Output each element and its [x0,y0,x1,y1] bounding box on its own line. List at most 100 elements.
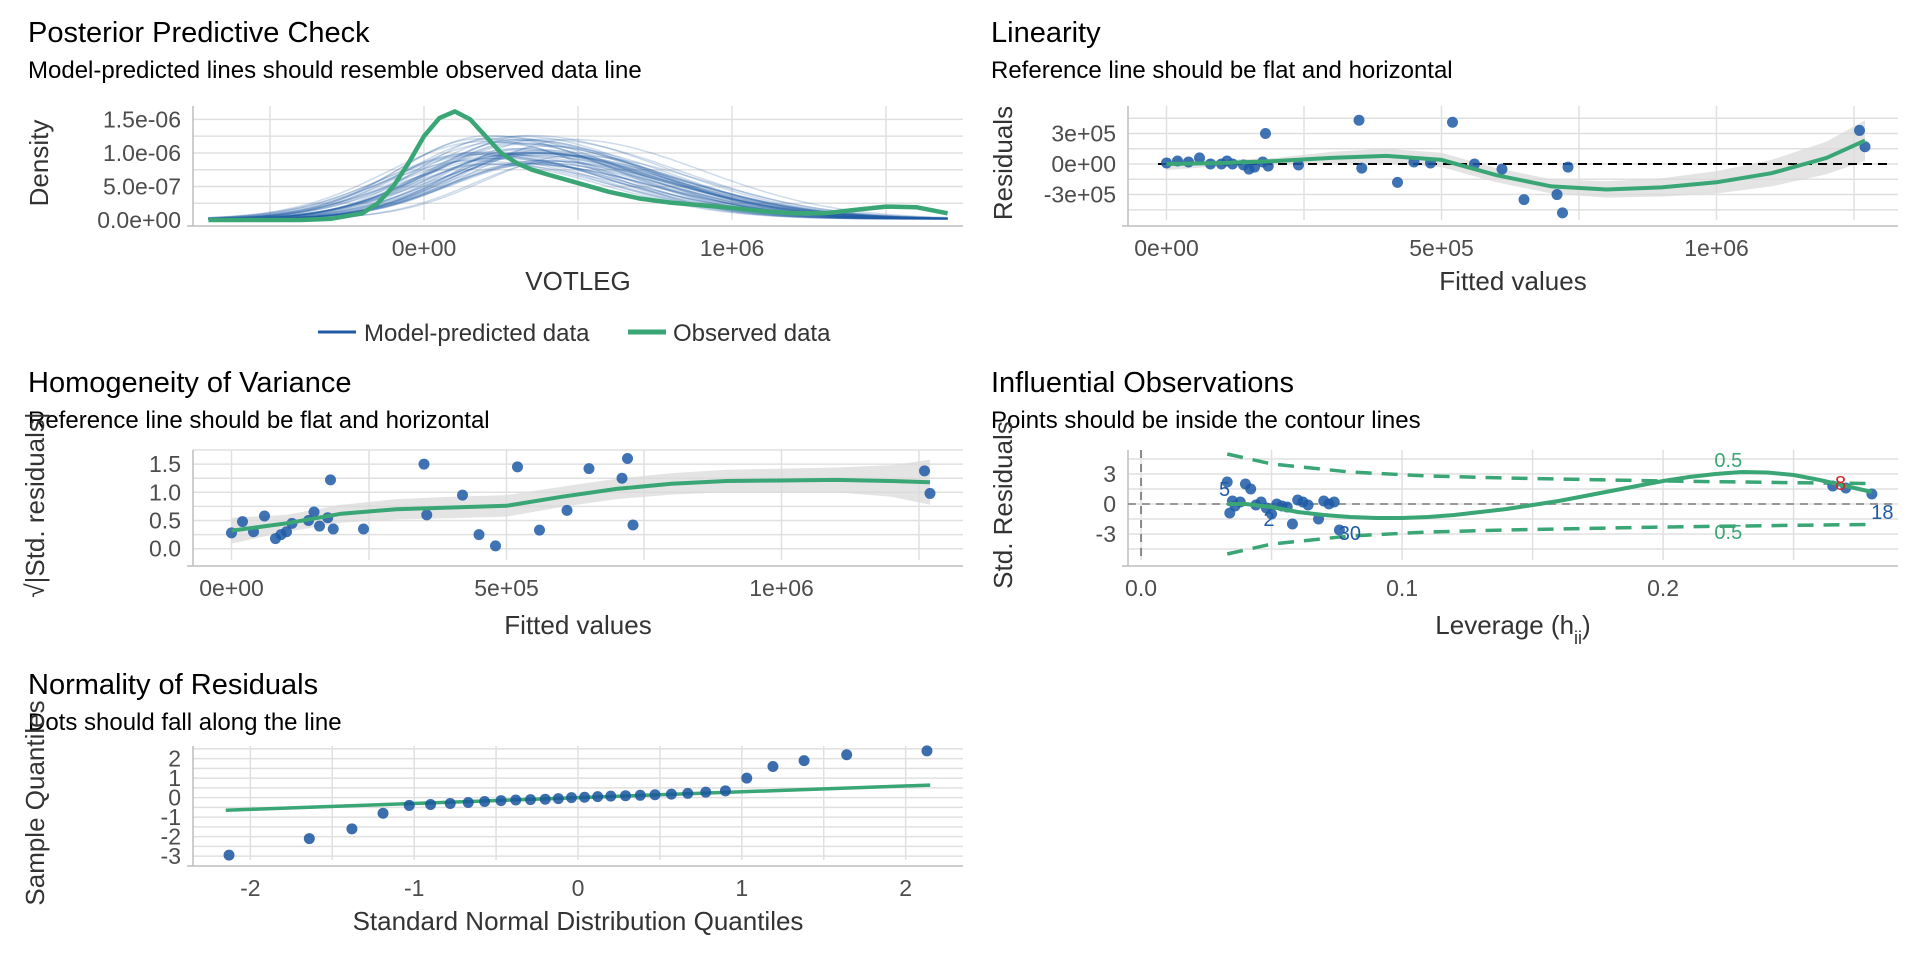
influential-x-axis-label: Leverage (hii) [1435,610,1590,648]
normality-point [223,849,235,861]
homogeneity-x-axis-label: Fitted values [504,610,651,640]
ppc-subtitle: Model-predicted lines should resemble ob… [28,57,642,84]
influential-contour-label: 0.5 [1714,522,1742,544]
linearity-y-tick-label: 0e+00 [1051,151,1116,177]
homogeneity-point [281,526,292,538]
linearity-point [1194,152,1205,164]
normality-point [921,745,933,757]
panel-homogeneity: Homogeneity of Variance Reference line sh… [20,367,963,640]
homogeneity-point [421,509,433,521]
influential-point [1328,496,1340,508]
ppc-predicted-line [208,135,948,220]
normality-point [495,795,507,807]
homogeneity-point [308,506,320,518]
influential-smooth-line [1227,469,1873,520]
influential-contour-lower [1226,522,1872,556]
normality-point [510,794,522,806]
homogeneity-point [622,452,633,464]
normality-y-tick-label: 2 [168,746,181,772]
ppc-predicted-line [208,134,948,220]
ppc-predicted-line [208,137,948,220]
homogeneity-point [314,520,325,532]
normality-x-tick-label: 0 [572,875,585,901]
normality-x-axis-label: Standard Normal Distribution Quantiles [353,906,804,936]
linearity-point [1260,127,1271,139]
ppc-predicted-line [208,153,948,220]
ppc-observed-line [208,109,949,223]
influential-point-label: 18 [1871,502,1893,524]
linearity-point [1356,162,1368,174]
panel-linearity: Linearity Reference line should be flat a… [988,17,1898,296]
normality-x-tick-label: 1 [735,875,748,901]
linearity-title: Linearity [991,17,1101,49]
influential-contour-label: 0.5 [1714,450,1742,472]
normality-point [682,787,694,799]
homogeneity-title: Homogeneity of Variance [28,367,351,399]
homogeneity-point [259,510,270,522]
normality-y-tick-label: -1 [161,804,181,830]
normality-point [425,798,437,810]
panel-ppc: Posterior Predictive Check Model-predicte… [24,17,963,347]
legend-label-predicted: Model-predicted data [364,320,590,347]
normality-grid [193,746,963,860]
linearity-x-tick-label: 5e+05 [1409,235,1474,261]
linearity-point [1562,161,1574,173]
influential-point-label: 5 [1219,479,1230,501]
linearity-point [1447,116,1458,128]
homogeneity-x-tick-label: 1e+06 [749,575,814,601]
homogeneity-point [237,516,248,528]
normality-point [841,749,853,761]
influential-x-axis-label-close: ) [1582,610,1591,640]
ppc-predicted-line [208,153,948,220]
influential-point-label: 8 [1835,473,1846,495]
panel-normality: Normality of Residuals Dots should fall a… [20,669,963,936]
influential-point [1333,524,1345,536]
homogeneity-x-tick-label: 5e+05 [474,575,539,601]
influential-point-label: 30 [1339,523,1361,545]
normality-title: Normality of Residuals [28,669,318,701]
linearity-ribbon [1166,120,1865,198]
normality-point [665,788,677,800]
ppc-grid [193,106,963,220]
ppc-predicted-line [208,138,948,220]
ppc-predicted-line [208,163,948,220]
linearity-point [1249,161,1260,173]
normality-y-tick-label: -2 [161,824,181,850]
influential-x-tick-label: 0.1 [1386,575,1418,601]
homogeneity-point [325,474,336,486]
homogeneity-grid [193,449,963,560]
homogeneity-point [924,487,936,499]
normality-point [767,760,779,772]
homogeneity-point [418,458,430,470]
linearity-x-tick-label: 0e+00 [1134,235,1199,261]
ppc-predicted-line [208,157,948,220]
homogeneity-y-tick-label: 1.5 [149,451,181,477]
influential-point [1221,476,1233,488]
ppc-predicted-line [208,152,948,220]
influential-x-tick-label: 0.0 [1125,575,1157,601]
ppc-predicted-line [208,151,948,220]
ppc-predicted-line [208,140,948,220]
influential-point [1286,518,1298,530]
normality-point [377,807,389,819]
linearity-subtitle: Reference line should be flat and horizo… [991,57,1453,84]
ppc-y-tick-label: 0.0e+00 [97,207,181,233]
normality-reference-line [225,783,931,812]
normality-point [634,789,646,801]
linearity-point [1496,163,1508,175]
normality-point [579,791,591,803]
ppc-predicted-line [208,157,948,220]
normality-x-tick-label: 2 [899,875,912,901]
normality-point [303,833,315,845]
homogeneity-point [457,489,468,501]
homogeneity-y-axis-label: √|Std. residuals| [20,412,50,597]
ppc-predicted-line [208,147,948,220]
ppc-predicted-line [208,159,948,220]
normality-point [741,772,753,784]
homogeneity-smooth-line [231,477,931,533]
normality-point [479,796,491,808]
ppc-predicted-line [208,151,948,220]
normality-x-tick-label: -1 [404,875,424,901]
influential-y-tick-label: 0 [1103,491,1116,517]
